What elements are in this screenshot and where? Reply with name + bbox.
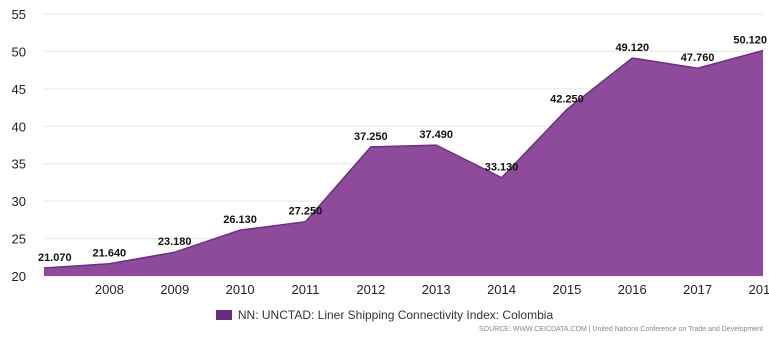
data-label: 33.130 bbox=[485, 162, 519, 174]
x-tick-label: 2016 bbox=[618, 282, 647, 297]
data-label: 50.120 bbox=[733, 35, 767, 47]
y-tick-label: 55 bbox=[12, 7, 26, 22]
data-label: 21.070 bbox=[38, 252, 72, 264]
x-axis-ticks: 2008 2009 2010 2011 2012 2013 2014 2015 2016 2017… bbox=[95, 282, 769, 297]
series-line bbox=[43, 49, 764, 269]
data-label: 37.250 bbox=[354, 131, 388, 143]
y-tick-label: 30 bbox=[12, 194, 26, 209]
y-tick-label: 40 bbox=[12, 119, 26, 134]
data-label: 21.640 bbox=[93, 248, 127, 260]
legend-swatch bbox=[215, 310, 232, 320]
x-tick-label: 2015 bbox=[552, 282, 581, 297]
y-axis-ticks: 20 25 30 35 40 45 50 55 bbox=[12, 7, 26, 284]
x-tick-label: 2013 bbox=[422, 282, 451, 297]
x-tick-label: 2012 bbox=[356, 282, 385, 297]
legend-label: NN: UNCTAD: Liner Shipping Connectivity … bbox=[237, 308, 554, 322]
y-tick-label: 45 bbox=[12, 82, 26, 97]
series-area bbox=[43, 49, 764, 276]
area-fill bbox=[44, 50, 763, 276]
source-note: SOURCE: WWW.CEICDATA.COM | United Nation… bbox=[479, 326, 763, 333]
data-label: 26.130 bbox=[223, 214, 257, 226]
y-tick-label: 25 bbox=[12, 232, 26, 247]
x-tick-label: 2008 bbox=[95, 282, 124, 297]
y-tick-label: 35 bbox=[12, 157, 26, 172]
data-labels: 21.070 21.640 23.180 26.130 27.250 37.250 37.4… bbox=[38, 35, 767, 264]
data-label: 42.250 bbox=[550, 93, 584, 105]
x-tick-label: 2014 bbox=[487, 282, 516, 297]
legend: NN: UNCTAD: Liner Shipping Connectivity … bbox=[0, 308, 769, 322]
data-label: 49.120 bbox=[615, 42, 649, 54]
data-label: 47.760 bbox=[681, 52, 715, 64]
x-tick-label: 2010 bbox=[226, 282, 255, 297]
x-tick-label: 2011 bbox=[291, 282, 319, 297]
y-tick-label: 50 bbox=[12, 44, 26, 59]
y-tick-label: 20 bbox=[12, 269, 26, 284]
data-label: 37.490 bbox=[419, 129, 453, 141]
data-label: 27.250 bbox=[289, 206, 323, 218]
data-label: 23.180 bbox=[158, 236, 192, 248]
x-tick-label: 2018 bbox=[749, 282, 769, 297]
x-tick-label: 2017 bbox=[683, 282, 712, 297]
x-tick-label: 2009 bbox=[160, 282, 189, 297]
